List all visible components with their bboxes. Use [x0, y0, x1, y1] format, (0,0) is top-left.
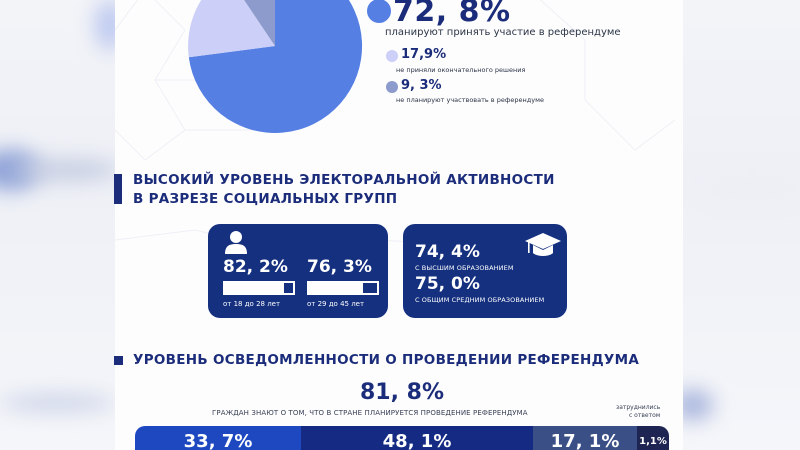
- activity-title-line2: В РАЗРЕЗЕ СОЦИАЛЬНЫХ ГРУПП: [133, 191, 398, 207]
- participate-label: планируют принять участие в референдуме: [385, 27, 621, 38]
- bar-segment-4: 1,1%: [637, 426, 669, 450]
- person-icon: [225, 231, 247, 254]
- age-18-28-label: от 18 до 28 лет: [223, 300, 281, 308]
- section-marker: [114, 356, 123, 365]
- undecided-percentage: 17,9%: [401, 47, 447, 62]
- blur-blob: [95, 0, 115, 50]
- awareness-stacked-bar: 33, 7% 48, 1% 17, 1% 1,1%: [135, 426, 669, 450]
- difficult-to-answer-note: затруднились с ответом: [616, 404, 660, 420]
- participation-pie-chart: [188, 0, 363, 133]
- undecided-label: не приняли окончательного решения: [396, 66, 526, 74]
- note-line2: с ответом: [628, 412, 661, 419]
- pie-slice-undecided: [188, 0, 275, 58]
- progress-fill: [363, 283, 377, 293]
- secondary-education-label: С ОБЩИМ СРЕДНИМ ОБРАЗОВАНИЕМ: [415, 296, 545, 304]
- activity-title-line1: ВЫСОКИЙ УРОВЕНЬ ЭЛЕКТОРАЛЬНОЙ АКТИВНОСТИ: [133, 172, 555, 188]
- awareness-percentage: 81, 8%: [360, 380, 444, 405]
- legend-dot-participate: [367, 0, 391, 23]
- secondary-education-percentage: 75, 0%: [415, 274, 480, 294]
- blur-blob: [683, 390, 713, 420]
- legend-dot-not-planning: [386, 81, 398, 93]
- bar-segment-2: 48, 1%: [301, 426, 533, 450]
- pie-slice-participate: [188, 0, 363, 133]
- age-18-28-percentage: 82, 2%: [223, 257, 288, 277]
- pie-slice-not-planning: [244, 0, 275, 46]
- age-29-45-progress-bar: [307, 281, 379, 295]
- section-marker: [114, 174, 122, 204]
- age-18-28-progress-bar: [223, 281, 295, 295]
- age-29-45-percentage: 76, 3%: [307, 257, 372, 277]
- blurred-background-right: [683, 0, 800, 450]
- education-card: 74, 4% С ВЫСШИМ ОБРАЗОВАНИЕМ 75, 0% С ОБ…: [403, 224, 567, 318]
- blur-blob: [0, 395, 115, 411]
- not-planning-label: не планируют участвовать в референдуме: [396, 96, 545, 104]
- bar-segment-1: 33, 7%: [135, 426, 301, 450]
- blurred-background-left: [0, 0, 115, 450]
- activity-section-title: ВЫСОКИЙ УРОВЕНЬ ЭЛЕКТОРАЛЬНОЙ АКТИВНОСТИ…: [133, 171, 555, 209]
- legend-dot-undecided: [386, 50, 398, 62]
- graduation-cap-icon: [525, 233, 561, 256]
- bar-segment-3: 17, 1%: [533, 426, 637, 450]
- higher-education-label: С ВЫСШИМ ОБРАЗОВАНИЕМ: [415, 264, 514, 272]
- awareness-label: ГРАЖДАН ЗНАЮТ О ТОМ, ЧТО В СТРАНЕ ПЛАНИР…: [212, 409, 528, 417]
- blur-blob: [10, 160, 115, 180]
- participate-percentage: 72, 8%: [393, 0, 511, 29]
- note-line1: затруднились: [616, 404, 661, 411]
- awareness-section-title: УРОВЕНЬ ОСВЕДОМЛЕННОСТИ О ПРОВЕДЕНИИ РЕФ…: [133, 352, 640, 368]
- age-groups-card: 82, 2% от 18 до 28 лет 76, 3% от 29 до 4…: [208, 224, 388, 318]
- higher-education-percentage: 74, 4%: [415, 242, 480, 262]
- not-planning-percentage: 9, 3%: [401, 78, 442, 93]
- progress-fill: [284, 283, 293, 293]
- blur-blob: [703, 180, 800, 200]
- age-29-45-label: от 29 до 45 лет: [307, 300, 365, 308]
